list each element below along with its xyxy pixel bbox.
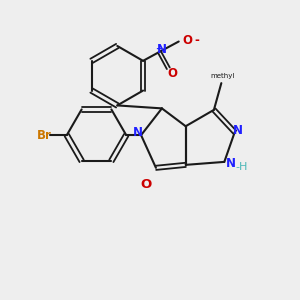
Text: methyl: methyl	[211, 73, 235, 79]
Text: Br: Br	[37, 129, 51, 142]
Text: N: N	[226, 157, 236, 170]
Text: N: N	[133, 126, 142, 139]
Text: O: O	[140, 178, 151, 191]
Text: +: +	[155, 44, 162, 53]
Text: -: -	[195, 34, 200, 46]
Text: N: N	[233, 124, 243, 137]
Text: O: O	[182, 34, 192, 46]
Text: -H: -H	[236, 162, 248, 172]
Text: N: N	[158, 43, 167, 56]
Text: O: O	[167, 67, 177, 80]
